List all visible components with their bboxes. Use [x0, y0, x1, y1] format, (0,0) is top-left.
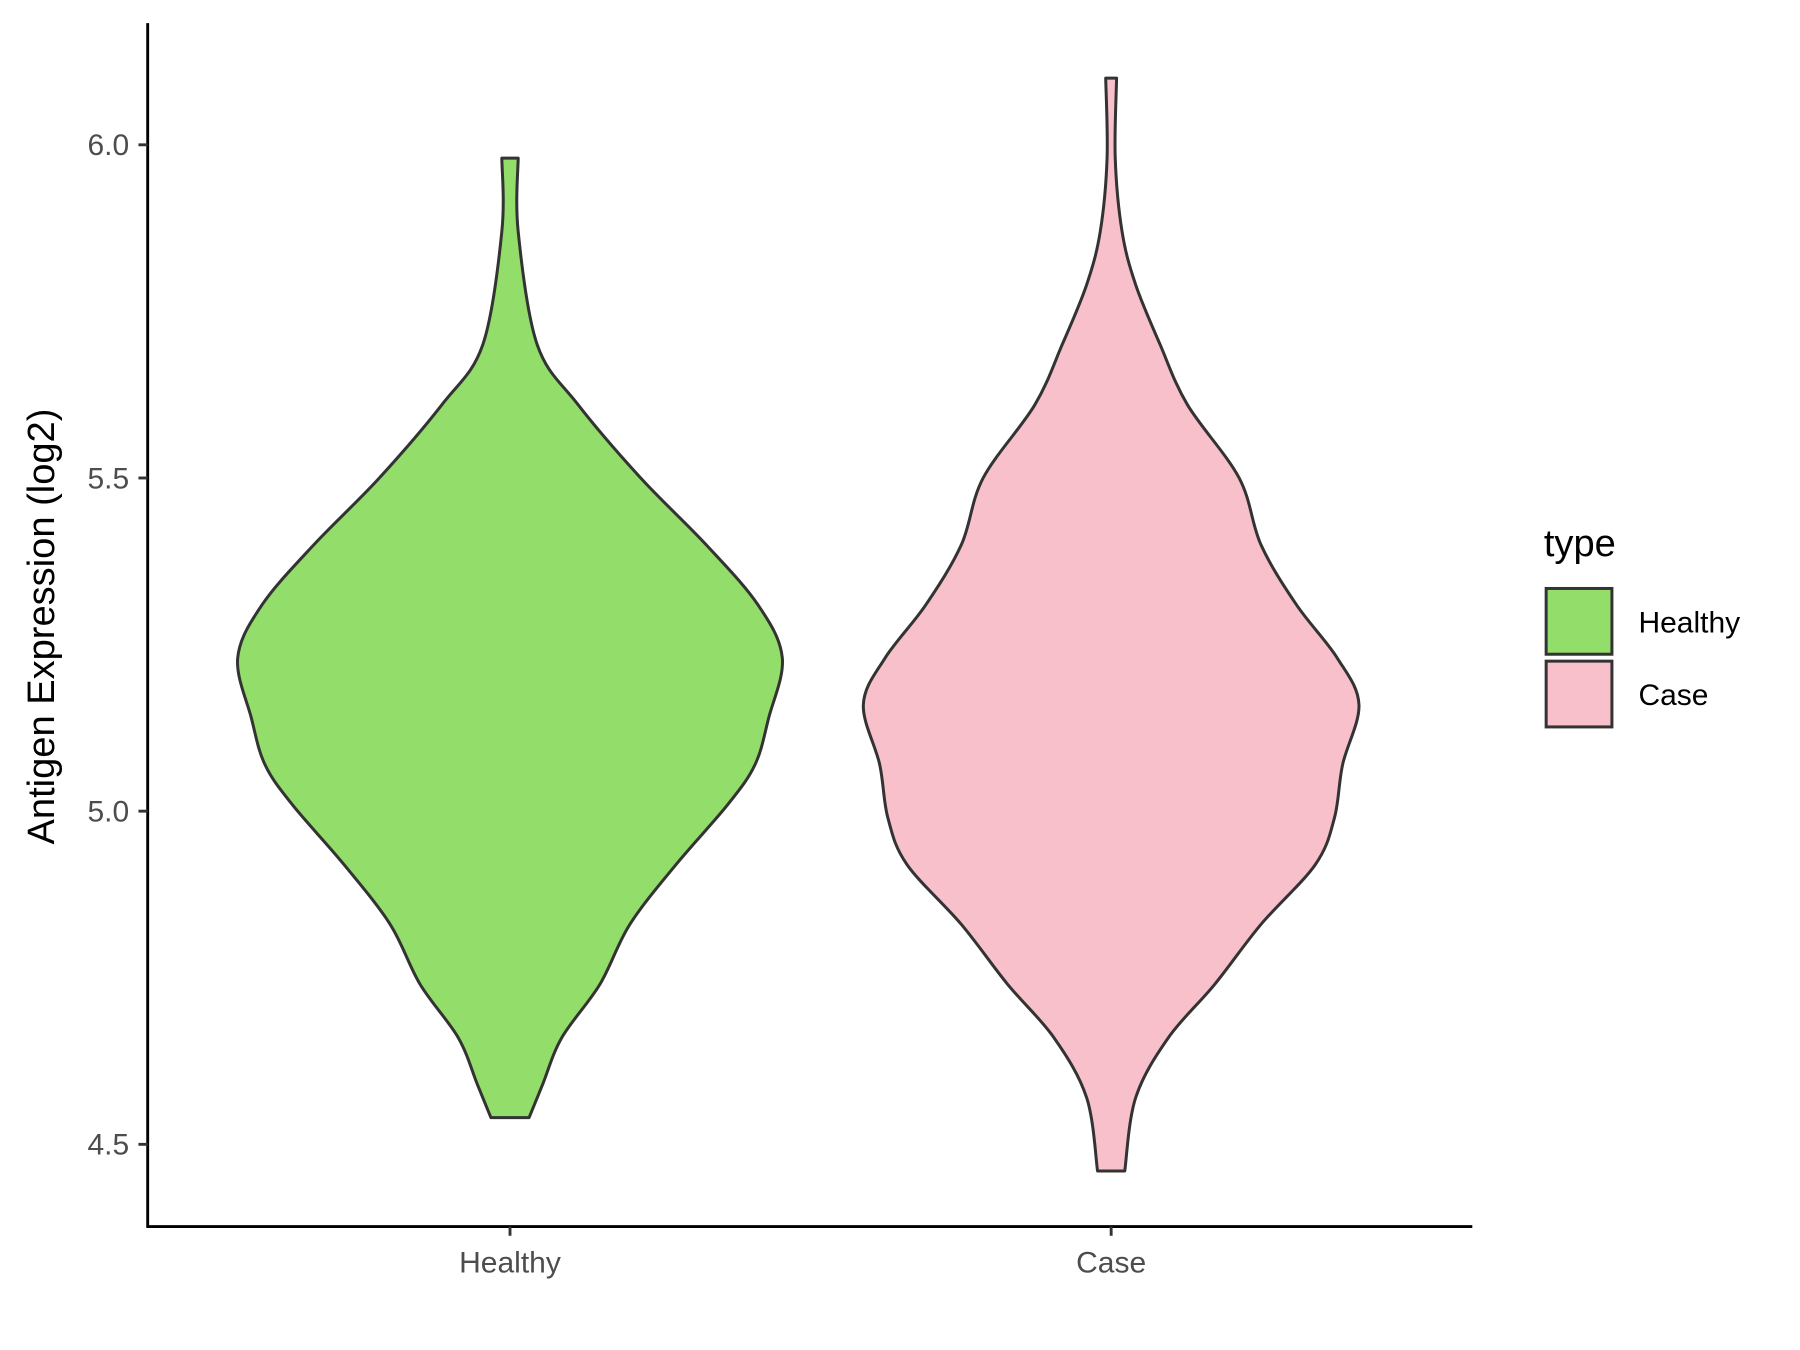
y-ticks: 4.5 5.0 5.5 6.0: [88, 129, 148, 1162]
legend-key-case: [1544, 659, 1614, 729]
y-tick-label: 6.0: [88, 129, 130, 162]
x-tick-label: Healthy: [459, 1247, 561, 1280]
legend: type Healthy Case: [1544, 523, 1740, 729]
legend-label: Case: [1638, 679, 1708, 712]
y-tick-label: 5.0: [88, 796, 130, 829]
y-axis-title: Antigen Expression (log2): [21, 409, 63, 845]
violins: [236, 76, 1361, 1173]
violin-case: [861, 76, 1361, 1173]
legend-label: Healthy: [1638, 606, 1740, 639]
x-tick-label: Case: [1076, 1247, 1146, 1280]
y-tick-label: 5.5: [88, 462, 130, 495]
y-tick-label: 4.5: [88, 1129, 130, 1162]
x-ticks: Healthy Case: [459, 1226, 1146, 1280]
legend-key-healthy: [1544, 586, 1614, 656]
legend-title: type: [1544, 523, 1616, 565]
violin-healthy: [236, 156, 784, 1120]
